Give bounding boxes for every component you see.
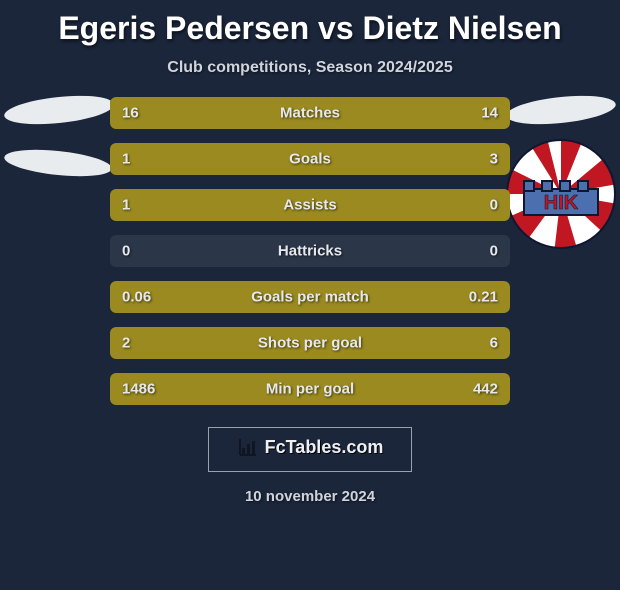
stat-value-left: 0 — [122, 243, 130, 260]
stat-bars: 16 14 Matches 1 3 Goals 1 0 Assists 0 0 Hattricks 0.… — [110, 97, 510, 419]
stat-value-left: 1 — [122, 197, 130, 214]
right-club-badge: HIK — [506, 97, 616, 254]
stat-row: 1 3 Goals — [110, 143, 510, 175]
stat-value-right: 442 — [473, 381, 498, 398]
stat-value-right: 14 — [481, 105, 498, 122]
bar-fill-right — [210, 143, 510, 175]
bar-fill-left — [110, 373, 418, 405]
stat-value-left: 1486 — [122, 381, 155, 398]
date-text: 10 november 2024 — [0, 488, 620, 505]
badge-placeholder-icon — [3, 91, 115, 128]
stat-row: 1486 442 Min per goal — [110, 373, 510, 405]
chart-icon — [237, 436, 259, 458]
page-title: Egeris Pedersen vs Dietz Nielsen — [0, 10, 620, 47]
stat-label: Goals — [289, 151, 331, 168]
stat-value-left: 0.06 — [122, 289, 151, 306]
stat-row: 0.06 0.21 Goals per match — [110, 281, 510, 313]
branding-text: FcTables.com — [265, 437, 384, 458]
badge-placeholder-icon — [3, 145, 113, 180]
stat-row: 16 14 Matches — [110, 97, 510, 129]
comparison-arena: HIK 16 14 Matches 1 3 Goals 1 0 Assists 0 0 Hattric… — [0, 97, 620, 427]
footer: FcTables.com — [0, 427, 620, 472]
stat-row: 0 0 Hattricks — [110, 235, 510, 267]
stat-value-right: 0 — [490, 197, 498, 214]
stat-value-right: 0 — [490, 243, 498, 260]
stat-value-left: 1 — [122, 151, 130, 168]
left-club-badge — [4, 97, 114, 175]
stat-value-right: 3 — [490, 151, 498, 168]
svg-text:HIK: HIK — [544, 192, 579, 214]
stat-label: Min per goal — [266, 381, 354, 398]
stat-label: Goals per match — [251, 289, 369, 306]
stat-label: Shots per goal — [258, 335, 362, 352]
stat-value-left: 2 — [122, 335, 130, 352]
stat-row: 2 6 Shots per goal — [110, 327, 510, 359]
club-crest-icon: HIK — [506, 139, 616, 249]
badge-placeholder-icon — [505, 91, 617, 128]
stat-value-right: 6 — [490, 335, 498, 352]
stat-label: Assists — [283, 197, 336, 214]
stat-row: 1 0 Assists — [110, 189, 510, 221]
stat-value-left: 16 — [122, 105, 139, 122]
stat-value-right: 0.21 — [469, 289, 498, 306]
subtitle: Club competitions, Season 2024/2025 — [0, 59, 620, 77]
stat-label: Hattricks — [278, 243, 342, 260]
stat-label: Matches — [280, 105, 340, 122]
branding-box: FcTables.com — [208, 427, 413, 472]
